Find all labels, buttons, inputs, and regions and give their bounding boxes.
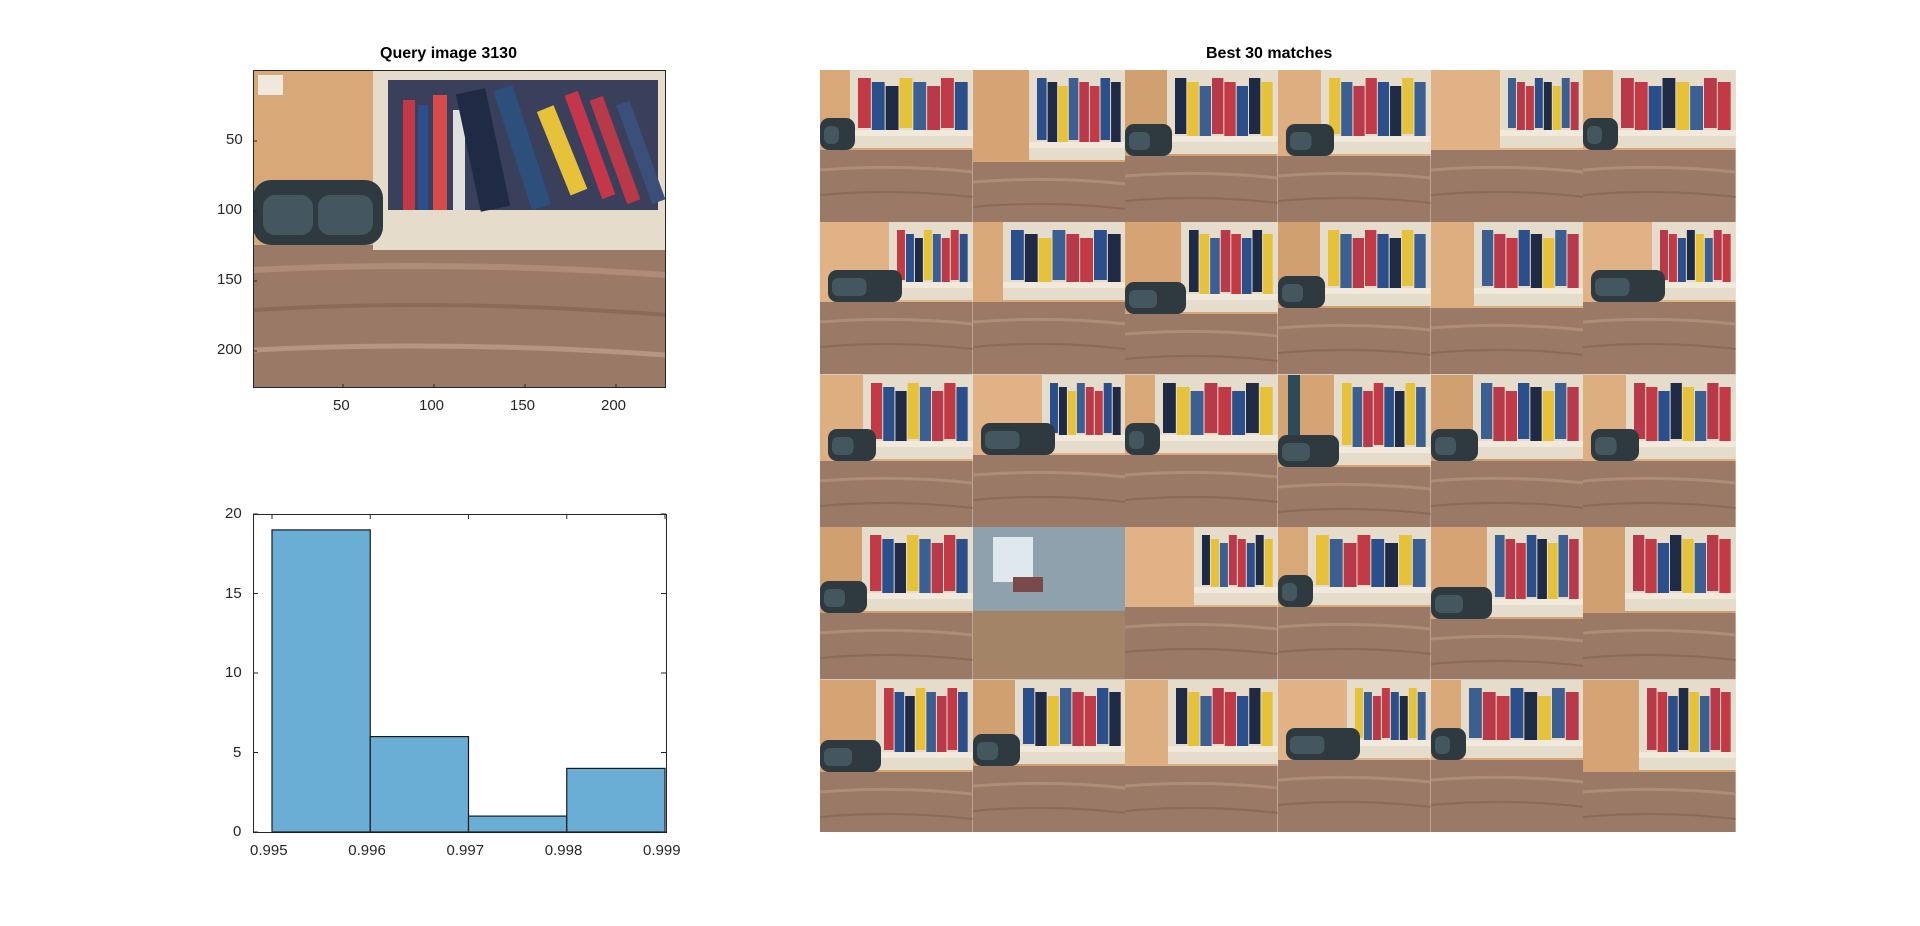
match-thumbnail	[1278, 222, 1431, 375]
match-thumbnail	[1125, 222, 1278, 375]
match-thumbnail	[820, 679, 973, 832]
histogram-bar	[369, 735, 470, 833]
matches-montage	[820, 70, 1736, 832]
match-thumbnail	[820, 374, 973, 528]
histogram-y-tick-label: 20	[225, 505, 242, 522]
match-thumbnail	[972, 222, 1126, 375]
match-thumbnail	[1125, 679, 1278, 832]
match-thumbnail	[1125, 374, 1278, 528]
match-thumbnail	[1278, 374, 1431, 528]
match-thumbnail	[1430, 374, 1584, 528]
query-x-tick-label: 100	[419, 397, 445, 414]
query-y-tick-label: 100	[217, 201, 243, 218]
match-thumbnail	[972, 374, 1126, 528]
histogram-y-tick-label: 5	[233, 743, 242, 761]
match-thumbnail	[1430, 222, 1584, 375]
query-x-tick-label: 200	[601, 397, 627, 414]
histogram-x-tick-label: 0.996	[348, 842, 386, 859]
match-thumbnail	[1430, 679, 1584, 832]
match-thumbnail	[1583, 527, 1736, 680]
match-thumbnail	[820, 222, 973, 375]
match-thumbnail	[820, 527, 973, 680]
match-thumbnail	[1430, 527, 1584, 680]
match-thumbnail	[1583, 679, 1736, 832]
histogram-x-tick-label: 0.995	[250, 842, 288, 859]
query-y-tick-label: 50	[226, 131, 243, 148]
match-thumbnail	[1278, 70, 1431, 223]
match-thumbnail	[972, 679, 1126, 832]
query-y-tick-label: 200	[217, 341, 243, 358]
match-thumbnail	[1278, 679, 1431, 832]
query-image-title: Query image 3130	[380, 45, 517, 62]
match-thumbnail	[1583, 70, 1736, 223]
query-image	[253, 70, 666, 388]
query-image-scene	[253, 70, 666, 388]
match-thumbnail	[972, 527, 1126, 680]
query-x-tick-label: 150	[510, 397, 536, 414]
histogram-x-tick-label: 0.999	[643, 842, 681, 859]
match-thumbnail	[1278, 527, 1431, 680]
histogram-y-tick-label: 10	[225, 664, 242, 681]
matches-title: Best 30 matches	[1206, 45, 1333, 62]
match-thumbnail	[1125, 70, 1278, 223]
query-x-tick-label: 50	[333, 397, 350, 414]
match-thumbnail	[820, 70, 973, 223]
histogram-bar	[467, 815, 568, 833]
match-thumbnail	[1125, 527, 1278, 680]
histogram-x-tick-label: 0.997	[446, 842, 485, 859]
match-thumbnail	[1583, 222, 1736, 375]
histogram-x-tick-label: 0.998	[544, 842, 583, 859]
query-y-tick-label: 150	[217, 271, 243, 288]
histogram-y-tick-label: 0	[233, 823, 242, 840]
match-thumbnail	[1583, 374, 1736, 528]
histogram-y-tick-label: 15	[225, 584, 242, 602]
histogram-bar	[271, 529, 371, 833]
match-thumbnail	[972, 70, 1126, 223]
match-thumbnail	[1430, 70, 1584, 223]
histogram-axes-box	[253, 514, 667, 833]
histogram-bar	[566, 767, 666, 833]
query-image-axes	[253, 70, 666, 388]
